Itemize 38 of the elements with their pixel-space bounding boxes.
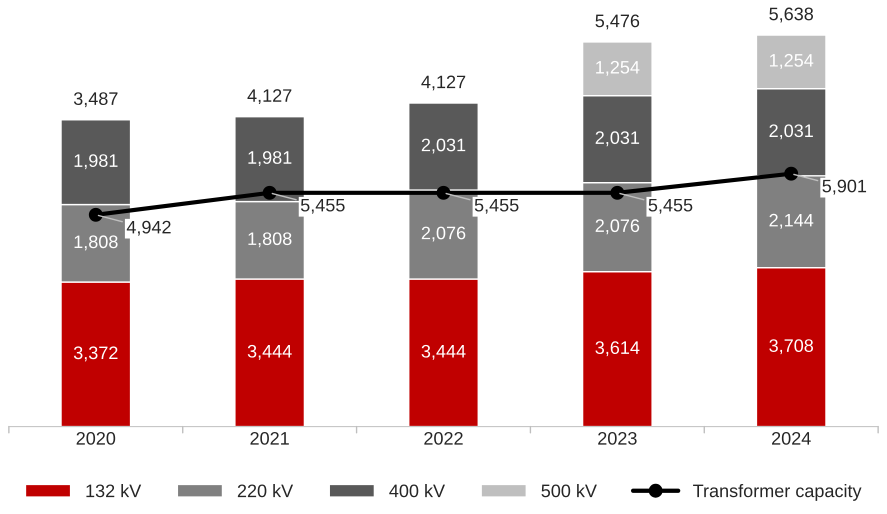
data-label: 2,031 — [770, 124, 813, 140]
annotation: 5,476 — [595, 14, 640, 30]
data-label: 2,076 — [422, 226, 466, 242]
data-label: 1,808 — [74, 235, 118, 250]
data-label: 3,372 — [74, 346, 118, 362]
x-tick-label: 2021 — [250, 432, 289, 445]
bar — [408, 102, 479, 191]
annotation: 3,487 — [74, 92, 118, 108]
data-label: 3,444 — [422, 344, 466, 360]
data-label: 1,254 — [596, 60, 640, 76]
data-label: 5,455 — [648, 198, 692, 214]
data-label: 2,031 — [422, 138, 466, 154]
data-label: 5,455 — [474, 198, 518, 214]
x-tick-label: 2023 — [598, 432, 637, 445]
data-label: 5,455 — [300, 198, 345, 214]
data-label: 1,981 — [74, 154, 118, 170]
annotation: 5,638 — [769, 8, 814, 22]
x-tick-label: 2020 — [76, 432, 116, 445]
data-label: 2,031 — [596, 131, 640, 146]
data-label: 2,144 — [770, 214, 814, 229]
legend-label: Transformer capacity — [693, 484, 862, 501]
data-label: 1,808 — [248, 232, 292, 248]
data-label: 1,981 — [248, 151, 292, 166]
x-tick-label: 2024 — [772, 432, 811, 445]
x-tick-label: 2022 — [424, 432, 463, 445]
annotation: 4,127 — [247, 89, 292, 104]
legend-label: 132 kV — [86, 484, 142, 498]
data-label: 3,708 — [769, 339, 814, 354]
annotation: 4,127 — [421, 76, 466, 90]
data-label: 4,942 — [126, 220, 171, 236]
data-label: 5,901 — [822, 180, 866, 195]
data-label: 3,614 — [595, 341, 640, 356]
data-label: 2,076 — [596, 219, 640, 234]
data-label: 1,254 — [770, 54, 814, 69]
data-label: 3,444 — [248, 344, 292, 360]
legend-label: 220 kV — [238, 484, 294, 498]
legend-label: 400 kV — [389, 484, 445, 498]
legend-label: 500 kV — [541, 484, 597, 498]
